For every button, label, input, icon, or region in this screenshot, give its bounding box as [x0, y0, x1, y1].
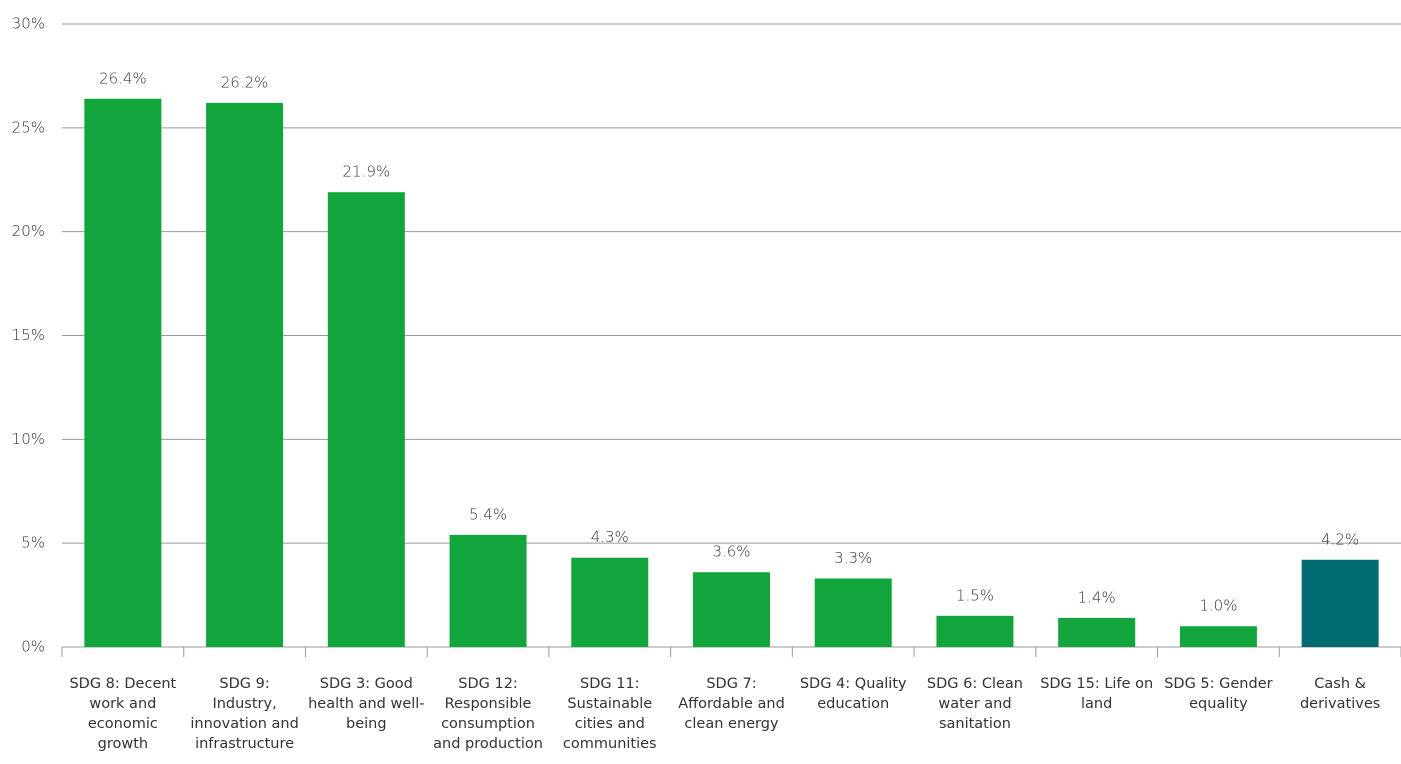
x-tick-label: SDG 11: Sustainable cities and communiti…: [562, 676, 657, 752]
y-tick-label: 30%: [12, 15, 45, 33]
value-label: 4.3%: [591, 528, 629, 546]
x-tick-label: SDG 4: Quality education: [799, 676, 907, 712]
bar: [693, 572, 770, 647]
bar: [327, 192, 405, 647]
bar: [814, 578, 892, 647]
value-label: 21.9%: [342, 163, 390, 181]
x-tick-label: SDG 12: Responsible consumption and prod…: [433, 676, 543, 752]
y-tick-label: 10%: [12, 430, 45, 448]
x-tick-label: SDG 15: Life on land: [1040, 676, 1154, 712]
x-tick-label: SDG 7: Affordable and clean energy: [678, 676, 785, 732]
value-label: 3.3%: [834, 549, 872, 567]
value-label: 4.2%: [1321, 530, 1359, 548]
bar: [84, 98, 162, 647]
x-tick-label: Cash & derivatives: [1299, 676, 1381, 712]
value-label: 26.2%: [221, 73, 269, 91]
bar: [1301, 559, 1379, 647]
x-tick-label: SDG 9: Industry, innovation and infrastr…: [190, 676, 299, 752]
value-label: 1.0%: [1199, 597, 1237, 615]
x-tick-label: SDG 6: Clean water and sanitation: [926, 676, 1023, 732]
x-tick-label: SDG 3: Good health and well-being: [308, 676, 425, 732]
bar: [1058, 617, 1136, 647]
value-label: 26.4%: [99, 69, 147, 87]
bar: [206, 102, 284, 647]
bar: [936, 615, 1014, 647]
y-tick-label: 15%: [12, 326, 45, 344]
y-tick-label: 20%: [12, 222, 45, 240]
value-label: 5.4%: [469, 505, 507, 523]
x-tick-label: SDG 5: Gender equality: [1164, 676, 1273, 712]
value-label: 3.6%: [712, 543, 750, 561]
y-tick-label: 0%: [21, 638, 45, 656]
x-tick-label: SDG 8: Decent work and economic growth: [69, 676, 177, 752]
value-label: 1.4%: [1078, 588, 1116, 606]
bar: [571, 557, 649, 647]
y-tick-label: 5%: [21, 534, 45, 552]
bar: [449, 534, 527, 647]
value-label: 1.5%: [956, 586, 994, 604]
bar: [1179, 626, 1257, 647]
y-tick-label: 25%: [12, 118, 45, 136]
